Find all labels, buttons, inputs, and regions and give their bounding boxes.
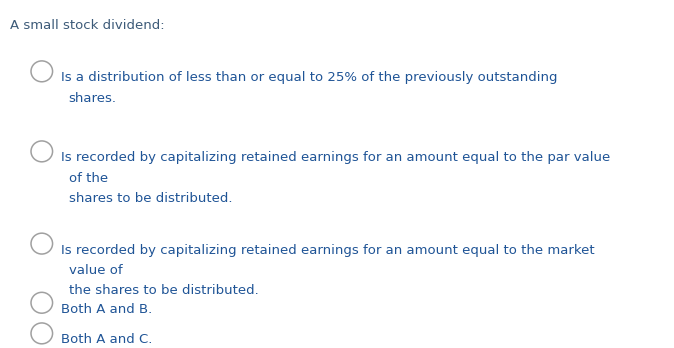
Text: shares to be distributed.: shares to be distributed. — [69, 192, 233, 205]
Text: the shares to be distributed.: the shares to be distributed. — [69, 284, 259, 297]
Text: shares.: shares. — [69, 92, 117, 104]
Text: Both A and C.: Both A and C. — [61, 333, 152, 346]
Text: value of: value of — [69, 264, 123, 277]
Text: A small stock dividend:: A small stock dividend: — [10, 19, 164, 32]
Text: of the: of the — [69, 172, 108, 184]
Text: Is recorded by capitalizing retained earnings for an amount equal to the par val: Is recorded by capitalizing retained ear… — [61, 151, 610, 164]
Text: Both A and B.: Both A and B. — [61, 303, 152, 316]
Text: Is a distribution of less than or equal to 25% of the previously outstanding: Is a distribution of less than or equal … — [61, 71, 557, 84]
Text: Is recorded by capitalizing retained earnings for an amount equal to the market: Is recorded by capitalizing retained ear… — [61, 244, 594, 256]
